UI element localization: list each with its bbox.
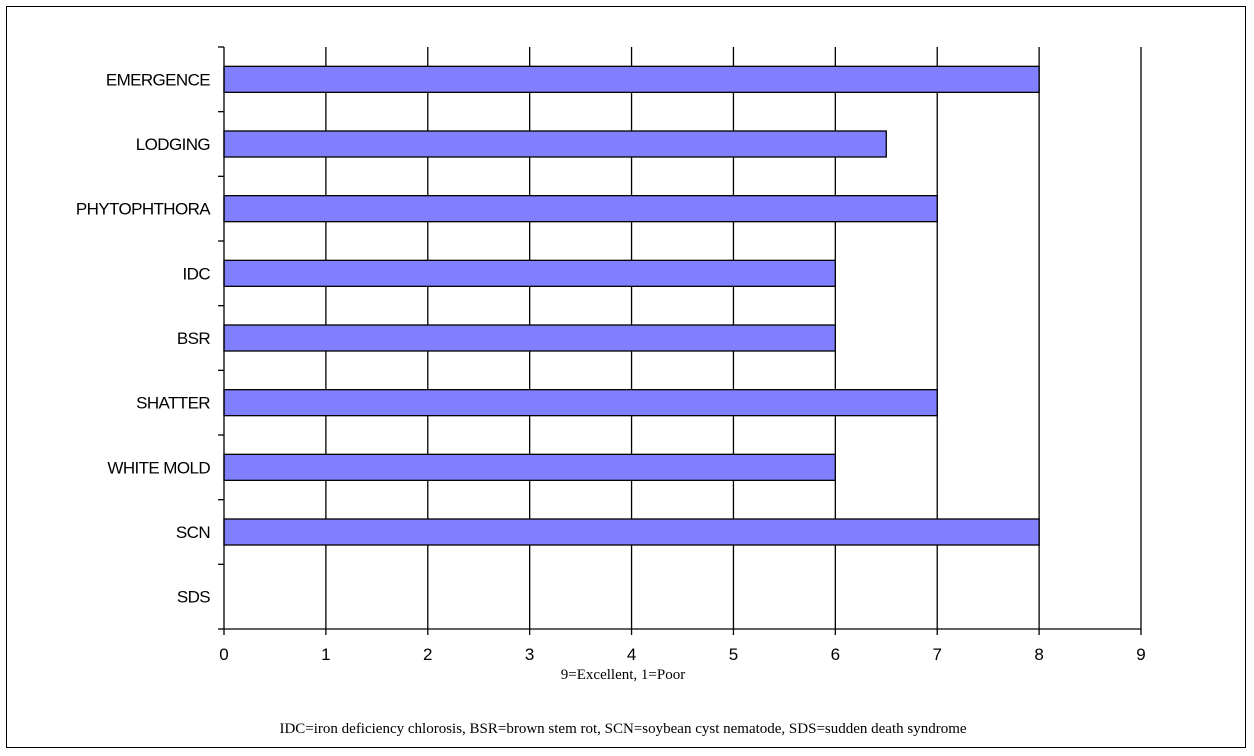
bars [223,65,1040,546]
x-tick-label-3: 3 [525,645,534,664]
x-tick-label-4: 4 [627,645,636,664]
axes [218,46,1142,635]
bar-white-mold [223,453,836,481]
category-label-idc: IDC [183,264,211,283]
labels: 0 1 2 3 4 5 6 7 8 9 EMERGENCE LODGING PHYTOPHTHORA ID… [76,70,1146,664]
x-tick-label-6: 6 [831,645,840,664]
x-tick-label-0: 0 [219,645,228,664]
x-tick-label-2: 2 [423,645,432,664]
category-label-white-mold: WHITE MOLD [107,458,210,477]
category-label-emergence: EMERGENCE [106,70,210,89]
x-tick-label-9: 9 [1136,645,1145,664]
x-tick-label-7: 7 [932,645,941,664]
category-label-sds: SDS [177,588,210,607]
bar-shatter [223,389,938,417]
bar-emergence [223,65,1040,93]
category-label-phytophthora: PHYTOPHTHORA [76,200,211,219]
bar-idc [223,259,836,287]
bar-bsr [223,324,836,352]
category-label-scn: SCN [176,523,210,542]
x-axis-label: 9=Excellent, 1=Poor [561,667,685,683]
bar-phytophthora [223,195,938,223]
bar-chart: 0 1 2 3 4 5 6 7 8 9 EMERGENCE LODGING PHYTOPHTHORA ID… [76,46,1146,737]
chart-frame: 0 1 2 3 4 5 6 7 8 9 EMERGENCE LODGING PHYTOPHTHORA ID… [6,6,1246,748]
footnote: IDC=iron deficiency chlorosis, BSR=brown… [279,721,966,737]
x-tick-label-1: 1 [321,645,330,664]
bar-lodging [223,130,887,158]
category-label-lodging: LODGING [136,135,210,154]
x-tick-label-8: 8 [1034,645,1043,664]
bar-scn [223,518,1040,546]
category-label-shatter: SHATTER [136,394,210,413]
x-tick-label-5: 5 [729,645,738,664]
category-label-bsr: BSR [177,329,210,348]
